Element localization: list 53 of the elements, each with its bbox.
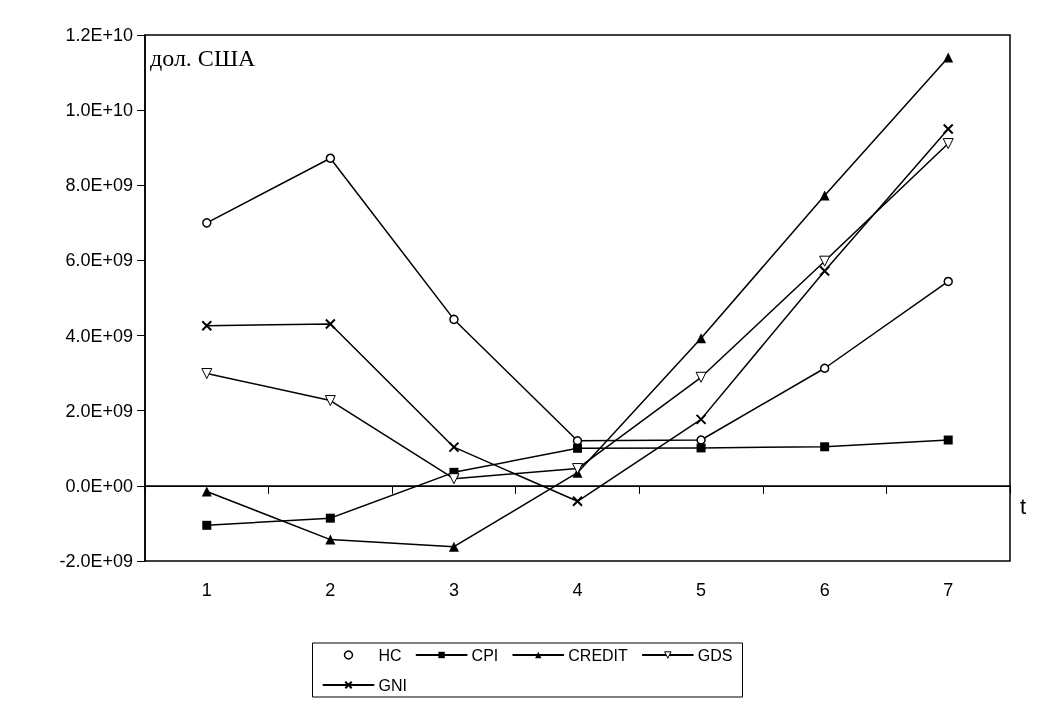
point xyxy=(695,413,707,425)
point xyxy=(696,333,707,344)
point xyxy=(819,265,831,277)
point xyxy=(325,513,335,523)
point xyxy=(202,520,212,530)
point xyxy=(943,276,953,287)
y-tick-label: 0.0E+00 xyxy=(65,475,133,496)
y-tick-label: 4.0E+09 xyxy=(65,325,133,346)
x-tick-label: 2 xyxy=(325,580,336,600)
point xyxy=(202,218,212,228)
point xyxy=(448,441,460,453)
y-axis-title: дол. США xyxy=(150,45,257,71)
point xyxy=(572,463,583,475)
point xyxy=(201,320,213,332)
point xyxy=(201,486,212,497)
x-tick-label: 6 xyxy=(819,580,830,600)
y-tick-label: 8.0E+09 xyxy=(65,175,133,196)
point xyxy=(819,363,830,374)
y-tick-label: 1.2E+10 xyxy=(65,25,133,45)
point xyxy=(448,541,459,552)
y-tick-label: 1.0E+10 xyxy=(65,100,133,121)
point xyxy=(325,153,336,163)
legend-label: GNI xyxy=(378,676,407,694)
point xyxy=(942,123,954,135)
point xyxy=(819,255,831,267)
x-tick-label: 4 xyxy=(572,580,583,600)
point xyxy=(942,138,954,150)
point xyxy=(943,435,953,445)
x-tick-label: 5 xyxy=(696,580,707,600)
point xyxy=(696,443,706,453)
point xyxy=(943,52,954,63)
x-tick-label: 1 xyxy=(201,580,212,600)
x-tick-label: 3 xyxy=(448,580,459,600)
point xyxy=(695,371,707,383)
point xyxy=(449,314,459,325)
legend-label: CPI xyxy=(471,646,499,664)
point xyxy=(201,368,213,380)
y-tick-label: -2.0E+09 xyxy=(59,551,133,571)
point xyxy=(819,190,830,201)
x-axis-title: t xyxy=(1020,494,1027,520)
point xyxy=(448,473,460,485)
y-tick-label: 6.0E+09 xyxy=(65,250,133,271)
point xyxy=(573,443,582,453)
legend-label: CREDIT xyxy=(568,646,629,664)
legend-label: HC xyxy=(378,646,402,664)
legend-label: GDS xyxy=(697,646,733,664)
point xyxy=(324,395,336,407)
point xyxy=(324,318,336,330)
x-tick-label: 7 xyxy=(943,580,954,600)
point xyxy=(572,495,583,507)
point xyxy=(325,534,336,545)
y-tick-label: 2.0E+09 xyxy=(65,400,133,421)
point xyxy=(820,442,830,452)
